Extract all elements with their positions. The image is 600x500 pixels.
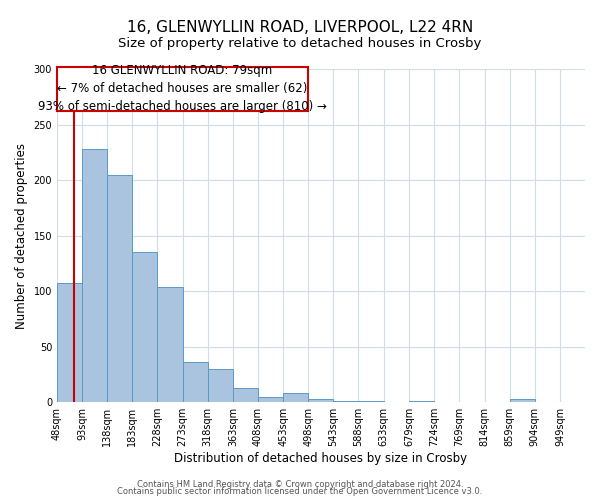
Bar xyxy=(107,174,133,402)
Bar xyxy=(57,284,82,402)
Bar xyxy=(333,401,358,402)
X-axis label: Distribution of detached houses by size in Crosby: Distribution of detached houses by size … xyxy=(175,452,467,465)
Bar xyxy=(82,149,107,402)
Bar xyxy=(133,252,157,402)
Bar xyxy=(157,286,182,402)
Bar xyxy=(258,396,283,402)
Bar xyxy=(182,362,208,402)
Bar xyxy=(233,388,258,402)
FancyBboxPatch shape xyxy=(57,67,308,111)
Bar xyxy=(358,401,383,402)
Text: 16, GLENWYLLIN ROAD, LIVERPOOL, L22 4RN: 16, GLENWYLLIN ROAD, LIVERPOOL, L22 4RN xyxy=(127,20,473,35)
Text: Size of property relative to detached houses in Crosby: Size of property relative to detached ho… xyxy=(118,38,482,51)
Text: Contains HM Land Registry data © Crown copyright and database right 2024.: Contains HM Land Registry data © Crown c… xyxy=(137,480,463,489)
Text: Contains public sector information licensed under the Open Government Licence v3: Contains public sector information licen… xyxy=(118,487,482,496)
Bar xyxy=(308,399,333,402)
Bar xyxy=(409,401,434,402)
Bar xyxy=(208,369,233,402)
Bar xyxy=(509,399,535,402)
Text: 16 GLENWYLLIN ROAD: 79sqm
← 7% of detached houses are smaller (62)
93% of semi-d: 16 GLENWYLLIN ROAD: 79sqm ← 7% of detach… xyxy=(38,64,327,114)
Bar xyxy=(283,394,308,402)
Y-axis label: Number of detached properties: Number of detached properties xyxy=(15,142,28,328)
